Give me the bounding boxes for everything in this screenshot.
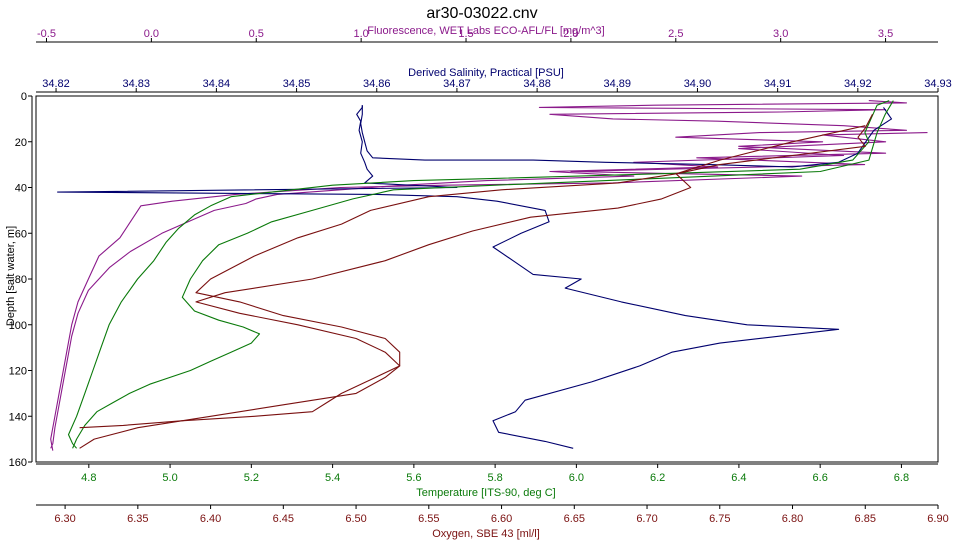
salinity-tick-label: 34.84 [203, 78, 231, 90]
plot-frame [35, 95, 939, 463]
depth-tick-label: 140 [9, 411, 27, 423]
fluorescence-tick-label: 1.0 [353, 28, 368, 40]
salinity-axis-label: Derived Salinity, Practical [PSU] [408, 67, 564, 79]
salinity-tick-label: 34.91 [764, 78, 792, 90]
temperature-tick-label: 4.8 [81, 472, 96, 484]
oxygen-trace-upcast [79, 125, 866, 429]
oxygen-tick-label: 6.90 [927, 513, 948, 525]
salinity-tick-label: 34.85 [283, 78, 311, 90]
salinity-tick-label: 34.92 [844, 78, 872, 90]
oxygen-tick-label: 6.70 [636, 513, 657, 525]
salinity-tick-label: 34.90 [684, 78, 712, 90]
oxygen-tick-label: 6.75 [709, 513, 730, 525]
fluorescence-tick-label: 0.0 [144, 28, 159, 40]
temperature-tick-label: 6.0 [569, 472, 584, 484]
fluorescence-tick-label: 0.5 [249, 28, 264, 40]
oxygen-tick-label: 6.55 [418, 513, 439, 525]
depth-tick-label: 20 [15, 137, 27, 149]
salinity-trace-downcast [57, 105, 840, 449]
temperature-trace-upcast [72, 100, 894, 449]
salinity-tick-label: 34.86 [363, 78, 391, 90]
fluorescence-tick-label: 3.5 [878, 28, 893, 40]
oxygen-tick-label: 6.65 [564, 513, 585, 525]
temperature-tick-label: 6.2 [650, 472, 665, 484]
temperature-tick-label: 6.6 [813, 472, 828, 484]
oxygen-tick-label: 6.40 [200, 513, 221, 525]
oxygen-trace-downcast [79, 114, 873, 449]
temperature-tick-label: 6.4 [731, 472, 746, 484]
temperature-trace-downcast [67, 100, 890, 449]
salinity-tick-label: 34.93 [924, 78, 952, 90]
temperature-tick-label: 5.6 [406, 472, 421, 484]
salinity-tick-label: 34.87 [443, 78, 471, 90]
oxygen-tick-label: 6.35 [127, 513, 148, 525]
depth-tick-label: 40 [15, 183, 27, 195]
fluorescence-tick-label: 1.5 [458, 28, 473, 40]
depth-tick-label: 80 [15, 274, 27, 286]
fluorescence-axis-label: Fluorescence, WET Labs ECO-AFL/FL [mg/m^… [367, 25, 604, 37]
depth-tick-label: 60 [15, 228, 27, 240]
oxygen-tick-label: 6.85 [855, 513, 876, 525]
salinity-trace-upcast [360, 105, 893, 168]
oxygen-tick-label: 6.80 [782, 513, 803, 525]
depth-tick-label: 100 [9, 320, 27, 332]
temperature-tick-label: 6.8 [894, 472, 909, 484]
depth-tick-label: 120 [9, 366, 27, 378]
salinity-tick-label: 34.89 [604, 78, 632, 90]
fluorescence-trace-upcast [50, 132, 928, 449]
fluorescence-tick-label: 2.5 [668, 28, 683, 40]
depth-axis-label: Depth [salt water, m] [5, 226, 17, 326]
depth-tick-label: 0 [21, 91, 27, 103]
fluorescence-tick-label: -0.5 [37, 28, 56, 40]
chart-title: ar30-03022.cnv [426, 5, 537, 22]
oxygen-tick-label: 6.45 [273, 513, 294, 525]
oxygen-tick-label: 6.50 [345, 513, 366, 525]
temperature-axis-label: Temperature [ITS-90, deg C] [416, 487, 555, 499]
fluorescence-tick-label: 3.0 [773, 28, 788, 40]
temperature-tick-label: 5.2 [244, 472, 259, 484]
salinity-tick-label: 34.83 [122, 78, 150, 90]
oxygen-tick-label: 6.30 [54, 513, 75, 525]
salinity-tick-label: 34.82 [42, 78, 70, 90]
fluorescence-tick-label: 2.0 [563, 28, 578, 40]
temperature-tick-label: 5.0 [162, 472, 177, 484]
salinity-tick-label: 34.88 [523, 78, 551, 90]
depth-tick-label: 160 [9, 457, 27, 469]
fluorescence-trace-downcast [50, 100, 908, 451]
temperature-tick-label: 5.8 [487, 472, 502, 484]
oxygen-tick-label: 6.60 [491, 513, 512, 525]
temperature-tick-label: 5.4 [325, 472, 340, 484]
oxygen-axis-label: Oxygen, SBE 43 [ml/l] [432, 528, 540, 540]
